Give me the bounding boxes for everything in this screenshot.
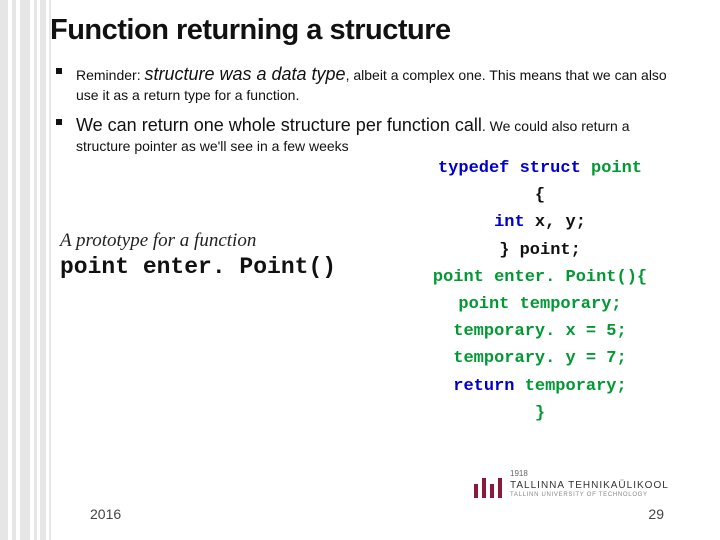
code-token: } <box>535 404 545 423</box>
footer-year: 2016 <box>90 506 121 522</box>
code-block: typedef struct point{int x, y;} point;po… <box>380 155 700 427</box>
prototype-label: A prototype for a function <box>60 230 360 252</box>
code-line: point temporary; <box>380 291 700 318</box>
bullet-emph: structure was a data type <box>144 64 345 84</box>
prototype-block: A prototype for a function point enter. … <box>60 230 360 280</box>
code-token: point enter. Point(){ <box>433 268 647 287</box>
code-line: temporary. y = 7; <box>380 345 700 372</box>
code-line: point enter. Point(){ <box>380 264 700 291</box>
code-line: { <box>380 182 700 209</box>
background-stripes <box>0 0 55 540</box>
logo-year: 1918 <box>510 469 669 478</box>
bullet-emph: We can return one whole structure per fu… <box>76 115 482 135</box>
slide-root: Function returning a structure Reminder:… <box>0 0 720 540</box>
prototype-code: point enter. Point() <box>60 254 360 280</box>
university-logo: 1918 TALLINNA TEHNIKAÜLIKOOL TALLINN UNI… <box>474 469 684 498</box>
bullet-list: Reminder: structure was a data type, alb… <box>54 62 684 164</box>
code-token: point temporary; <box>458 295 621 314</box>
slide-title: Function returning a structure <box>50 14 451 47</box>
bullet-item: We can return one whole structure per fu… <box>54 113 684 156</box>
code-line: } <box>380 400 700 427</box>
code-token: temporary. x = 5; <box>453 322 626 341</box>
code-line: int x, y; <box>380 209 700 236</box>
bullet-prefix: Reminder: <box>76 67 144 83</box>
code-line: temporary. x = 5; <box>380 318 700 345</box>
code-token: x, y; <box>535 213 586 232</box>
code-line: typedef struct point <box>380 155 700 182</box>
code-line: return temporary; <box>380 373 700 400</box>
code-token: temporary; <box>525 377 627 396</box>
logo-bars-icon <box>474 478 502 498</box>
code-token: point <box>591 159 642 178</box>
code-token: return <box>453 377 524 396</box>
code-token: typedef struct <box>438 159 591 178</box>
bullet-item: Reminder: structure was a data type, alb… <box>54 62 684 105</box>
code-token: } point; <box>499 241 581 260</box>
logo-sub: TALLINN UNIVERSITY OF TECHNOLOGY <box>510 492 669 498</box>
footer-page: 29 <box>648 506 664 522</box>
code-token: temporary. y = 7; <box>453 349 626 368</box>
code-token: { <box>535 186 545 205</box>
code-token: int <box>494 213 535 232</box>
code-line: } point; <box>380 237 700 264</box>
logo-name: TALLINNA TEHNIKAÜLIKOOL <box>510 480 669 491</box>
